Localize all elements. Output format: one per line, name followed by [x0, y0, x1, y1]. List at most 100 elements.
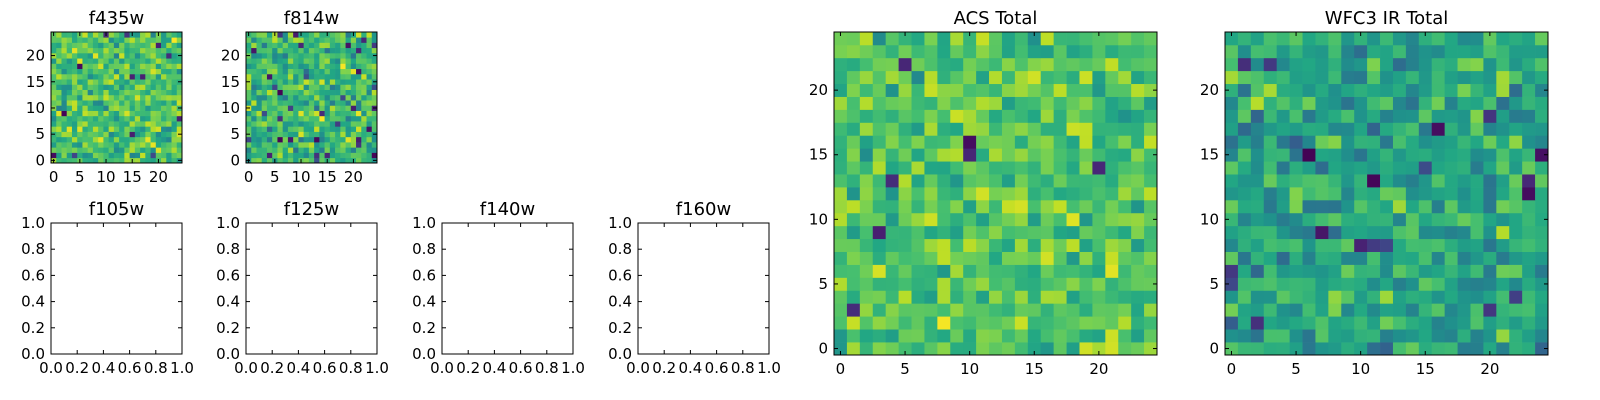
f814w-cell	[277, 79, 284, 85]
acs-total-cell	[911, 329, 925, 343]
f814w-cell	[282, 136, 289, 143]
f814w-cell	[282, 68, 289, 75]
f814w-cell	[324, 131, 331, 138]
f814w-cell	[282, 126, 289, 132]
f814w-cell	[266, 110, 273, 117]
f814w-cell	[329, 42, 336, 49]
acs-total-cell	[846, 109, 861, 123]
f435w-cell	[56, 152, 62, 159]
acs-total-cell	[1079, 44, 1093, 59]
wfc3-ir-total-cell	[1276, 290, 1290, 304]
wfc3-ir-total-cell	[1263, 161, 1278, 175]
f814w-cell	[350, 52, 357, 59]
acs-total-cell	[1066, 70, 1080, 85]
wfc3-ir-total-cell	[1470, 122, 1484, 136]
acs-total-cell	[1027, 57, 1042, 72]
f435w-cell	[150, 142, 157, 148]
f814w-cell	[340, 142, 346, 148]
acs-total-cell	[911, 122, 925, 136]
f435w-cell	[71, 121, 78, 127]
wfc3-ir-total-cell	[1405, 57, 1420, 72]
f814w-cell	[272, 52, 278, 59]
f814w-cell	[287, 115, 294, 122]
wfc3-ir-total-cell	[1367, 290, 1381, 304]
f435w-cell	[82, 152, 89, 159]
f435w-xtick-label: 20	[149, 168, 168, 186]
f140w-axes-frame	[441, 222, 574, 355]
f435w-cell	[119, 110, 125, 117]
f435w-cell	[166, 115, 172, 122]
acs-total-cell	[1066, 174, 1080, 188]
f435w-cell	[166, 100, 172, 106]
wfc3-ir-total-cell	[1250, 316, 1265, 330]
f814w-cell	[324, 37, 331, 43]
f435w-cell	[108, 37, 115, 43]
f814w-cell	[308, 47, 315, 54]
acs-total-cell	[872, 303, 887, 317]
f435w-cell	[66, 131, 73, 138]
acs-total-cell	[1066, 329, 1080, 343]
wfc3-ir-total-cell	[1405, 212, 1420, 227]
wfc3-ir-total-cell	[1328, 32, 1342, 46]
f814w-cell	[266, 47, 273, 54]
f435w-cell	[166, 47, 172, 54]
f814w-cell	[329, 84, 336, 90]
f435w-cell	[61, 37, 68, 43]
f814w-cell	[314, 131, 320, 138]
wfc3-ir-total-cell	[1354, 342, 1368, 356]
f435w-cell	[119, 63, 125, 70]
wfc3-ir-total-cell	[1328, 212, 1342, 227]
f435w-cell	[134, 63, 141, 70]
wfc3-ir-total-cell	[1535, 212, 1549, 227]
f435w-cell	[176, 47, 183, 54]
acs-total-cell	[1144, 109, 1158, 123]
f814w-cell	[261, 126, 268, 132]
wfc3-ir-total-cell	[1276, 174, 1290, 188]
acs-total-cell	[976, 264, 990, 278]
acs-total-cell	[937, 329, 951, 343]
acs-total-cell	[1040, 212, 1054, 227]
wfc3-ir-total-cell	[1315, 303, 1329, 317]
acs-total-cell	[963, 187, 977, 201]
f435w-cell	[108, 68, 115, 75]
f105w-xtick-label: 0.2	[65, 359, 89, 377]
f435w-cell	[87, 84, 94, 90]
f435w-cell	[166, 37, 172, 43]
acs-total-cell	[1040, 187, 1054, 201]
f814w-cell	[282, 157, 289, 164]
wfc3-ir-total-cell	[1237, 96, 1252, 110]
acs-total-cell	[1053, 303, 1067, 317]
acs-total-cell	[834, 44, 848, 59]
f814w-cell	[251, 68, 257, 75]
f435w-cell	[98, 47, 104, 54]
acs-total-cell	[1131, 161, 1145, 175]
wfc3-ir-total-cell	[1522, 342, 1536, 356]
wfc3-ir-total-cell	[1483, 303, 1497, 317]
acs-total-cell	[937, 83, 951, 97]
wfc3-ir-total-xtick-label: 5	[1291, 360, 1301, 378]
f814w-cell	[361, 126, 367, 132]
acs-total-cell	[1079, 199, 1093, 214]
f435w-cell	[166, 136, 172, 143]
acs-total-cell	[859, 135, 874, 149]
f435w-cell	[98, 142, 104, 148]
acs-total-cell	[1118, 122, 1132, 136]
f814w-cell	[308, 73, 315, 80]
acs-total-cell	[950, 148, 964, 162]
f435w-cell	[140, 89, 146, 96]
acs-total-cell	[885, 148, 899, 162]
f814w-cell	[287, 131, 294, 138]
f435w-cell	[71, 52, 78, 59]
f814w-cell	[340, 126, 346, 132]
f435w-cell	[155, 73, 162, 80]
f435w-cell	[51, 136, 57, 143]
f435w-cell	[103, 42, 109, 49]
f435w-cell	[82, 115, 89, 122]
f435w-cell	[155, 142, 162, 148]
acs-total-cell	[1066, 277, 1080, 291]
f814w-cell	[261, 105, 268, 111]
f814w-cell	[345, 37, 352, 43]
wfc3-ir-total-cell	[1289, 251, 1303, 265]
acs-total-cell	[834, 277, 848, 291]
wfc3-ir-total-cell	[1367, 70, 1381, 85]
